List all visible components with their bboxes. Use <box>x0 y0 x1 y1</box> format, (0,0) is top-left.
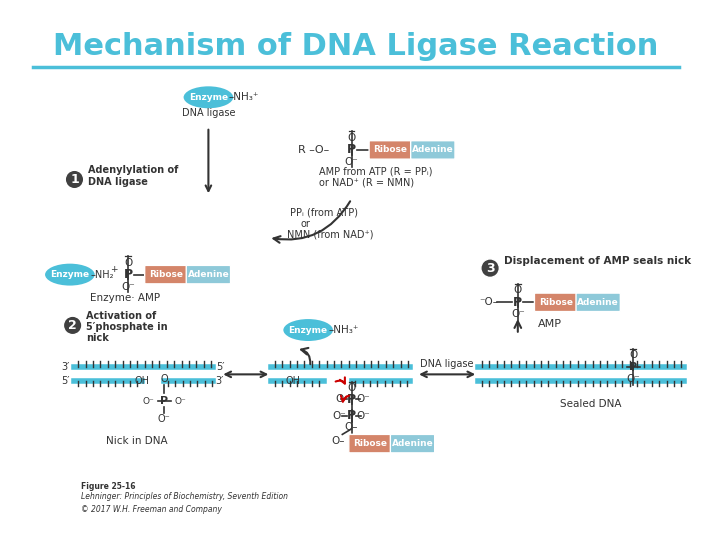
Text: Activation of: Activation of <box>86 311 157 321</box>
Text: O⁻: O⁻ <box>333 411 346 421</box>
FancyArrowPatch shape <box>301 348 310 364</box>
Text: O: O <box>124 258 132 268</box>
Text: O⁻: O⁻ <box>511 309 525 319</box>
Text: O⁻: O⁻ <box>121 282 135 292</box>
Text: Adenine: Adenine <box>577 298 619 307</box>
Text: AMP: AMP <box>538 319 562 328</box>
Text: DNA ligase: DNA ligase <box>420 359 474 369</box>
FancyArrowPatch shape <box>336 377 345 383</box>
Text: Mechanism of DNA Ligase Reaction: Mechanism of DNA Ligase Reaction <box>53 32 659 61</box>
FancyArrowPatch shape <box>274 201 350 243</box>
Text: R –O–: R –O– <box>298 145 329 155</box>
Text: O⁻: O⁻ <box>174 397 186 406</box>
Text: Nick in DNA: Nick in DNA <box>106 436 167 446</box>
Text: Enzyme: Enzyme <box>289 326 328 335</box>
Circle shape <box>66 170 84 188</box>
Text: Ribose: Ribose <box>353 439 387 448</box>
Text: 5′phosphate in: 5′phosphate in <box>86 322 168 332</box>
Text: O: O <box>161 374 168 384</box>
Text: O⁻: O⁻ <box>345 157 359 167</box>
Text: O: O <box>348 133 356 143</box>
Text: –NH₃⁺: –NH₃⁺ <box>229 92 259 102</box>
Ellipse shape <box>44 262 96 287</box>
Text: 2: 2 <box>68 319 77 332</box>
FancyBboxPatch shape <box>369 141 412 159</box>
FancyBboxPatch shape <box>186 265 230 284</box>
Text: P: P <box>513 296 523 309</box>
Text: Adenine: Adenine <box>187 270 229 279</box>
Text: P: P <box>347 409 356 422</box>
Text: nick: nick <box>86 333 109 343</box>
Text: Enzyme: Enzyme <box>50 270 89 279</box>
Text: 3′: 3′ <box>216 376 224 386</box>
Text: AMP from ATP (R = PPᵢ): AMP from ATP (R = PPᵢ) <box>319 166 433 176</box>
Text: O: O <box>336 394 343 404</box>
Text: or NAD⁺ (R = NMN): or NAD⁺ (R = NMN) <box>319 177 415 187</box>
Circle shape <box>63 316 82 335</box>
Text: Adenine: Adenine <box>412 145 454 154</box>
Text: DNA ligase: DNA ligase <box>89 177 148 187</box>
Text: P: P <box>160 396 168 406</box>
FancyBboxPatch shape <box>534 293 577 312</box>
Text: 5′: 5′ <box>61 376 70 386</box>
Text: 3′: 3′ <box>61 362 70 372</box>
Text: 3: 3 <box>486 262 495 275</box>
FancyBboxPatch shape <box>410 141 455 159</box>
Text: Sealed DNA: Sealed DNA <box>560 399 621 409</box>
Text: OH: OH <box>286 376 301 386</box>
Text: O⁻: O⁻ <box>158 414 171 424</box>
Text: 1: 1 <box>70 173 79 186</box>
Text: +: + <box>109 265 117 274</box>
Text: Ribose: Ribose <box>539 298 572 307</box>
Text: Adenylylation of: Adenylylation of <box>89 165 179 176</box>
Text: –NH₃⁺: –NH₃⁺ <box>328 325 359 335</box>
Text: OH: OH <box>135 376 150 386</box>
Text: Adenine: Adenine <box>392 439 433 448</box>
FancyBboxPatch shape <box>348 434 391 453</box>
FancyArrowPatch shape <box>515 321 521 332</box>
Text: NMN (from NAD⁺): NMN (from NAD⁺) <box>287 230 374 240</box>
Text: O⁻: O⁻ <box>356 411 371 421</box>
Text: O: O <box>513 285 522 295</box>
Text: or: or <box>301 219 310 229</box>
Text: O⁻: O⁻ <box>142 397 154 406</box>
Text: –NH₂: –NH₂ <box>90 269 114 280</box>
Circle shape <box>481 259 500 278</box>
Text: P: P <box>347 144 356 157</box>
Text: O–: O– <box>331 436 344 446</box>
FancyBboxPatch shape <box>145 265 187 284</box>
FancyArrowPatch shape <box>341 396 349 402</box>
Text: O⁻: O⁻ <box>626 374 640 384</box>
Text: 5′: 5′ <box>216 362 225 372</box>
Text: O: O <box>348 383 356 393</box>
Text: PPᵢ (from ATP): PPᵢ (from ATP) <box>289 208 358 218</box>
Text: P: P <box>347 393 356 406</box>
FancyBboxPatch shape <box>390 434 435 453</box>
Text: O: O <box>629 350 637 360</box>
Text: Lehninger: Principles of Biochemistry, Seventh Edition
© 2017 W.H. Freeman and C: Lehninger: Principles of Biochemistry, S… <box>81 491 288 514</box>
Text: ⁻O–: ⁻O– <box>480 298 499 307</box>
Text: Ribose: Ribose <box>374 145 408 154</box>
Text: O⁻: O⁻ <box>356 394 371 404</box>
Text: O–: O– <box>345 422 359 432</box>
Text: P: P <box>124 268 132 281</box>
Text: Ribose: Ribose <box>149 270 183 279</box>
FancyBboxPatch shape <box>576 293 621 312</box>
Text: DNA ligase: DNA ligase <box>181 108 235 118</box>
Ellipse shape <box>282 318 334 342</box>
Text: Displacement of AMP seals nick: Displacement of AMP seals nick <box>504 256 691 266</box>
Ellipse shape <box>183 85 234 109</box>
Text: Figure 25-16: Figure 25-16 <box>81 482 135 491</box>
Text: Enzyme· AMP: Enzyme· AMP <box>90 293 161 303</box>
Text: P: P <box>629 362 637 372</box>
Text: Enzyme: Enzyme <box>189 93 228 102</box>
